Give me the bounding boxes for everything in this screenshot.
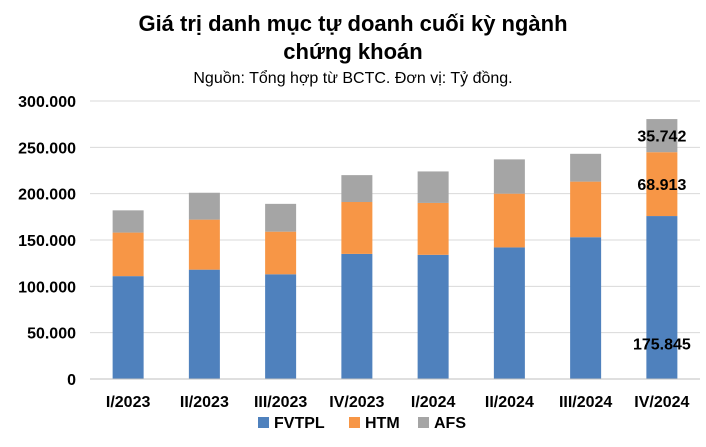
legend-swatch-htm <box>349 417 360 428</box>
bar-fvtpl-III-2024 <box>570 237 602 379</box>
chart-title-line1: Giá trị danh mục tự doanh cuối kỳ ngành <box>138 11 568 36</box>
bar-afs-II-2024 <box>493 159 525 194</box>
x-tick-label: IV/2024 <box>634 394 689 411</box>
bar-htm-I-2024 <box>417 202 449 255</box>
bar-afs-I-2023 <box>112 210 144 233</box>
bar-htm-II-2023 <box>188 219 220 270</box>
bar-htm-IV-2024 <box>646 152 678 217</box>
bar-fvtpl-III-2023 <box>265 274 297 379</box>
x-axis: I/2023 II/2023 III/2023 IV/2023 I/2024 II/202… <box>90 378 700 411</box>
x-tick-label: IV/2023 <box>329 394 384 411</box>
bar-afs-III-2023 <box>265 203 297 232</box>
data-labels: 175.845 68.913 35.742 <box>633 129 691 354</box>
y-tick-label: 250.000 <box>18 140 76 157</box>
x-tick-label: II/2023 <box>180 394 229 411</box>
x-tick-label: II/2024 <box>485 394 534 411</box>
bar-htm-II-2024 <box>493 193 525 248</box>
bar-afs-II-2023 <box>188 192 220 220</box>
chart-title-line2: chứng khoán <box>283 39 423 64</box>
gridlines <box>90 100 700 334</box>
y-tick-label: 300.000 <box>18 94 76 111</box>
bar-htm-IV-2023 <box>341 202 373 254</box>
legend-label-afs: AFS <box>434 415 466 432</box>
y-tick-label: 0 <box>67 372 76 389</box>
bar-afs-IV-2023 <box>341 175 373 203</box>
bar-htm-III-2023 <box>265 231 297 275</box>
y-tick-label: 200.000 <box>18 187 76 204</box>
data-label: 68.913 <box>637 177 686 194</box>
y-tick-label: 50.000 <box>27 326 76 343</box>
legend: FVTPL HTM AFS <box>258 415 466 432</box>
legend-label-htm: HTM <box>365 415 400 432</box>
bar-htm-I-2023 <box>112 232 144 277</box>
bar-fvtpl-IV-2024 <box>646 216 678 379</box>
x-tick-label: I/2024 <box>411 394 456 411</box>
bar-fvtpl-II-2023 <box>188 269 220 379</box>
legend-swatch-afs <box>418 417 429 428</box>
x-tick-label: III/2024 <box>559 394 612 411</box>
data-label: 35.742 <box>637 129 686 146</box>
legend-label-fvtpl: FVTPL <box>274 415 325 432</box>
bar-fvtpl-I-2023 <box>112 276 144 379</box>
bar-fvtpl-IV-2023 <box>341 253 373 379</box>
bar-htm-III-2024 <box>570 181 602 238</box>
x-tick-label: I/2023 <box>106 394 151 411</box>
chart-subtitle: Nguồn: Tổng hợp từ BCTC. Đơn vị: Tỷ đồng… <box>193 70 513 87</box>
y-axis: 0 50.000 100.000 150.000 200.000 250.000 300.0… <box>18 94 76 389</box>
bar-afs-IV-2024 <box>646 119 678 153</box>
chart-title: Giá trị danh mục tự doanh cuối kỳ ngành … <box>0 10 706 66</box>
bar-fvtpl-II-2024 <box>493 247 525 379</box>
bar-afs-III-2024 <box>570 153 602 182</box>
y-tick-label: 150.000 <box>18 233 76 250</box>
legend-swatch-fvtpl <box>258 417 269 428</box>
x-tick-label: III/2023 <box>254 394 307 411</box>
data-label: 175.845 <box>633 337 691 354</box>
bars <box>112 119 678 379</box>
bar-fvtpl-I-2024 <box>417 254 449 379</box>
bar-afs-I-2024 <box>417 171 449 203</box>
y-tick-label: 100.000 <box>18 279 76 296</box>
